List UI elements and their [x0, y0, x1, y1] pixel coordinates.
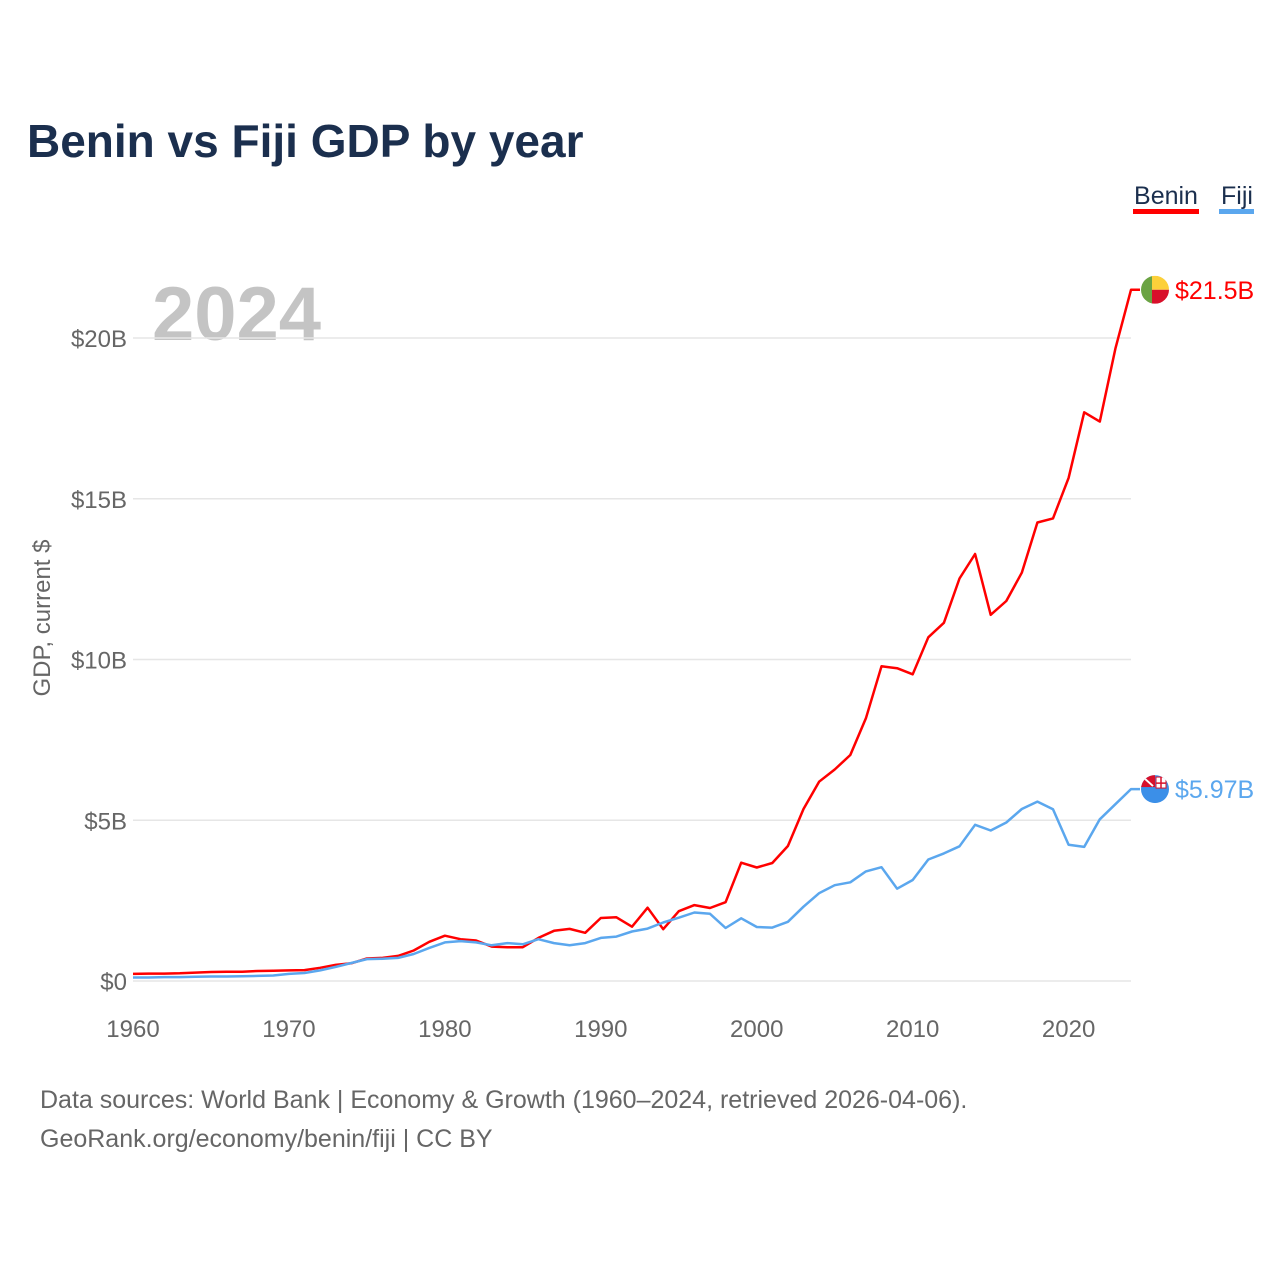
chart-title: Benin vs Fiji GDP by year [27, 115, 584, 167]
footer-source: Data sources: World Bank | Economy & Gro… [40, 1086, 967, 1114]
legend-swatch-benin [1133, 209, 1199, 214]
x-tick-label: 2000 [730, 1016, 783, 1043]
series-line-benin [132, 288, 1140, 976]
x-axis: 1960 1970 1980 1990 2000 2010 2020 [106, 1016, 1095, 1043]
x-tick-label: 1980 [418, 1016, 471, 1043]
legend-item-fiji[interactable]: Fiji [1219, 182, 1254, 214]
x-tick-label: 1990 [574, 1016, 627, 1043]
legend: Benin Fiji [1133, 182, 1254, 214]
y-tick-label: $0 [100, 969, 127, 996]
legend-item-benin[interactable]: Benin [1133, 182, 1199, 214]
y-tick-label: $10B [71, 648, 127, 675]
series-lines [132, 288, 1140, 979]
x-tick-label: 2010 [886, 1016, 939, 1043]
y-tick-label: $20B [71, 326, 127, 353]
legend-label-benin: Benin [1134, 182, 1198, 210]
series-end-markers: $21.5B $5.97B [1141, 275, 1254, 804]
y-tick-label: $15B [71, 487, 127, 514]
x-tick-label: 1970 [262, 1016, 315, 1043]
current-year-label: 2024 [152, 272, 321, 357]
y-tick-label: $5B [84, 808, 127, 835]
legend-swatch-fiji [1219, 209, 1254, 214]
footer-link[interactable]: GeoRank.org/economy/benin/fiji | CC BY [40, 1125, 493, 1153]
x-tick-label: 2020 [1042, 1016, 1095, 1043]
flag-benin-icon [1141, 275, 1169, 304]
series-line-fiji [133, 787, 1140, 979]
y-axis: $0 $5B $10B $15B $20B [71, 326, 127, 996]
y-axis-label: GDP, current $ [29, 540, 56, 697]
legend-label-fiji: Fiji [1221, 182, 1253, 210]
end-value-label-benin: $21.5B [1175, 277, 1254, 305]
flag-fiji-icon [1141, 775, 1169, 804]
x-tick-label: 1960 [106, 1016, 159, 1043]
gridlines [133, 337, 1131, 982]
end-value-label-fiji: $5.97B [1175, 776, 1254, 804]
